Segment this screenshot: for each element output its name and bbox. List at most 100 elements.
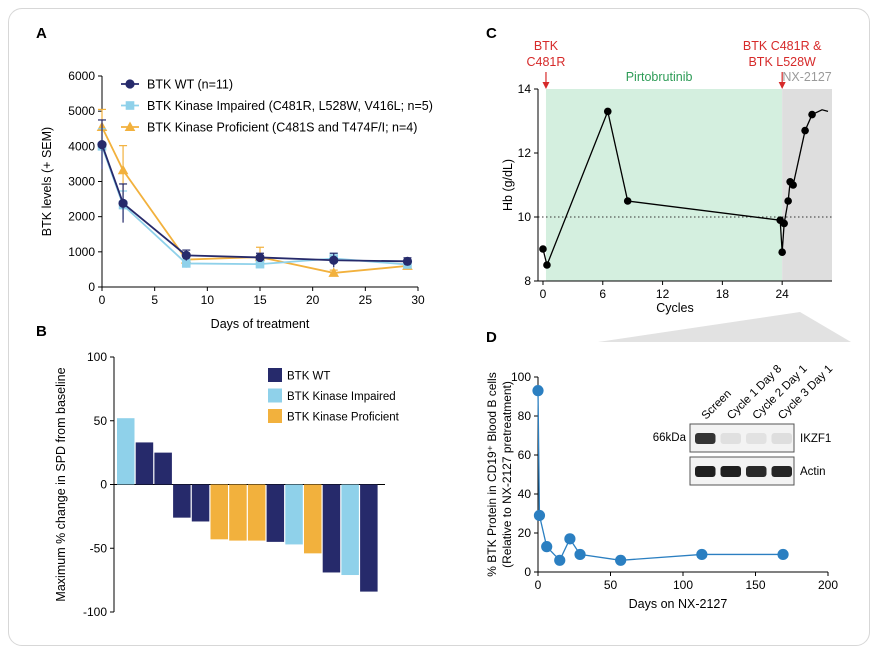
- a-x-tick-label: 20: [306, 293, 320, 307]
- a-x-tick-label: 25: [359, 293, 373, 307]
- d-y-tick-label: 60: [518, 448, 532, 462]
- d-y-axis-title: % BTK Protein in CD19⁺ Blood B cells: [485, 372, 499, 576]
- d-blot-band: [746, 433, 767, 444]
- a-y-tick-label: 0: [88, 280, 95, 294]
- c-point: [623, 197, 632, 205]
- b-bar: [173, 484, 191, 518]
- d-blot-marker-label: 66kDa: [653, 432, 687, 444]
- b-legend-swatch: [268, 368, 282, 382]
- b-legend-swatch: [268, 409, 282, 423]
- b-bar: [191, 484, 210, 522]
- b-bar: [210, 484, 228, 540]
- d-y-tick-label: 80: [518, 409, 532, 423]
- b-bar: [360, 484, 378, 592]
- a-point: [255, 259, 265, 269]
- a-x-axis-title: Days of treatment: [211, 317, 310, 331]
- c-point: [784, 197, 792, 205]
- b-bar: [285, 484, 303, 545]
- c-x-tick-label: 6: [599, 287, 606, 301]
- c-point: [789, 181, 797, 189]
- a-point: [329, 255, 339, 265]
- c-annotation-text: BTK C481R &: [743, 39, 822, 53]
- d-point: [554, 554, 566, 566]
- b-bar: [135, 442, 154, 485]
- a-x-tick-label: 5: [151, 293, 158, 307]
- d-point: [541, 541, 553, 553]
- a-point: [328, 267, 340, 277]
- a-y-tick-label: 6000: [68, 69, 95, 83]
- b-y-tick-label: -50: [90, 541, 108, 555]
- c-x-axis-title: Cycles: [656, 301, 694, 315]
- a-y-tick-label: 1000: [68, 245, 95, 259]
- c-y-tick-label: 14: [518, 82, 532, 96]
- d-point: [615, 554, 627, 566]
- c-point: [780, 219, 788, 228]
- b-bar: [229, 484, 247, 541]
- c-region-label: Pirtobrutinib: [626, 70, 693, 84]
- b-legend-label: BTK WT: [287, 371, 330, 383]
- d-point: [574, 548, 586, 561]
- b-legend-label: BTK Kinase Impaired: [287, 391, 396, 403]
- c-region: [545, 89, 783, 281]
- chart-d: 0 20 40 60 80 100 0 50 100 150 200 Days on NX-2127%…: [485, 363, 838, 611]
- a-x-tick-label: 0: [99, 293, 106, 307]
- c-x-tick-label: 18: [716, 287, 730, 301]
- d-y-axis-title: (Relative to NX-2127 pretreatment): [500, 381, 514, 568]
- d-blot-band: [720, 466, 741, 477]
- c-x-tick-label: 24: [775, 287, 789, 301]
- chart-a: 0 1000 2000 3000 4000 5000 6000 0 5 10 15 20 25 30 Day…: [40, 69, 433, 331]
- b-legend-swatch: [268, 388, 282, 403]
- d-point: [533, 509, 546, 522]
- c-x-tick-label: 0: [540, 287, 547, 301]
- c-series-line: [542, 109, 813, 268]
- a-y-tick-label: 4000: [68, 139, 95, 153]
- d-blot-band: [771, 433, 792, 444]
- a-x-tick-label: 30: [411, 293, 425, 307]
- d-point: [564, 533, 576, 545]
- d-x-tick-label: 50: [604, 578, 618, 592]
- c-point: [603, 107, 612, 116]
- d-x-tick-label: 150: [745, 578, 765, 592]
- c-point: [801, 126, 809, 135]
- a-legend-label: BTK Kinase Proficient (C481S and T474F/I…: [147, 121, 417, 135]
- c-zoom-wedge: [598, 312, 851, 342]
- d-blot-band: [771, 466, 792, 477]
- a-point: [181, 250, 191, 260]
- b-y-tick-label: 100: [87, 350, 107, 364]
- b-bar: [247, 484, 266, 541]
- c-annotation-text: BTK L528W: [748, 55, 816, 69]
- b-y-tick-label: 50: [94, 414, 108, 428]
- c-x-tick-label: 12: [656, 287, 670, 301]
- a-point: [118, 198, 128, 208]
- c-region-label: NX-2127: [782, 70, 831, 84]
- b-bar: [304, 484, 322, 554]
- c-y-tick-label: 10: [518, 210, 532, 224]
- a-y-tick-label: 5000: [68, 104, 95, 118]
- d-blot-band: [720, 433, 741, 444]
- panel-d-label: D: [486, 329, 497, 346]
- d-blot-band: [746, 466, 767, 477]
- d-point: [777, 548, 789, 561]
- b-legend-label: BTK Kinase Proficient: [287, 412, 400, 424]
- c-point: [543, 261, 551, 269]
- d-blot-band: [695, 433, 716, 444]
- a-y-tick-label: 3000: [68, 175, 95, 189]
- d-y-tick-label: 100: [511, 370, 531, 384]
- d-y-tick-label: 0: [524, 565, 531, 579]
- chart-c: Pirtobrutinib NX-2127 8 10 12 14 0 6 12 18 24 Cycle…: [501, 39, 851, 342]
- panel-a-label: A: [36, 25, 47, 42]
- figure-frame: [8, 8, 870, 646]
- a-series-line: [101, 126, 408, 274]
- d-y-tick-label: 40: [518, 487, 532, 501]
- a-x-tick-label: 15: [253, 293, 267, 307]
- a-point: [125, 101, 135, 110]
- d-y-tick-label: 20: [518, 526, 532, 540]
- c-annotation-text: C481R: [527, 55, 566, 69]
- d-blot-band: [695, 466, 716, 477]
- d-point: [696, 548, 708, 561]
- c-annotation-arrowhead: [542, 82, 550, 89]
- a-point: [402, 256, 413, 266]
- b-bar: [266, 484, 285, 542]
- a-y-tick-label: 2000: [68, 210, 95, 224]
